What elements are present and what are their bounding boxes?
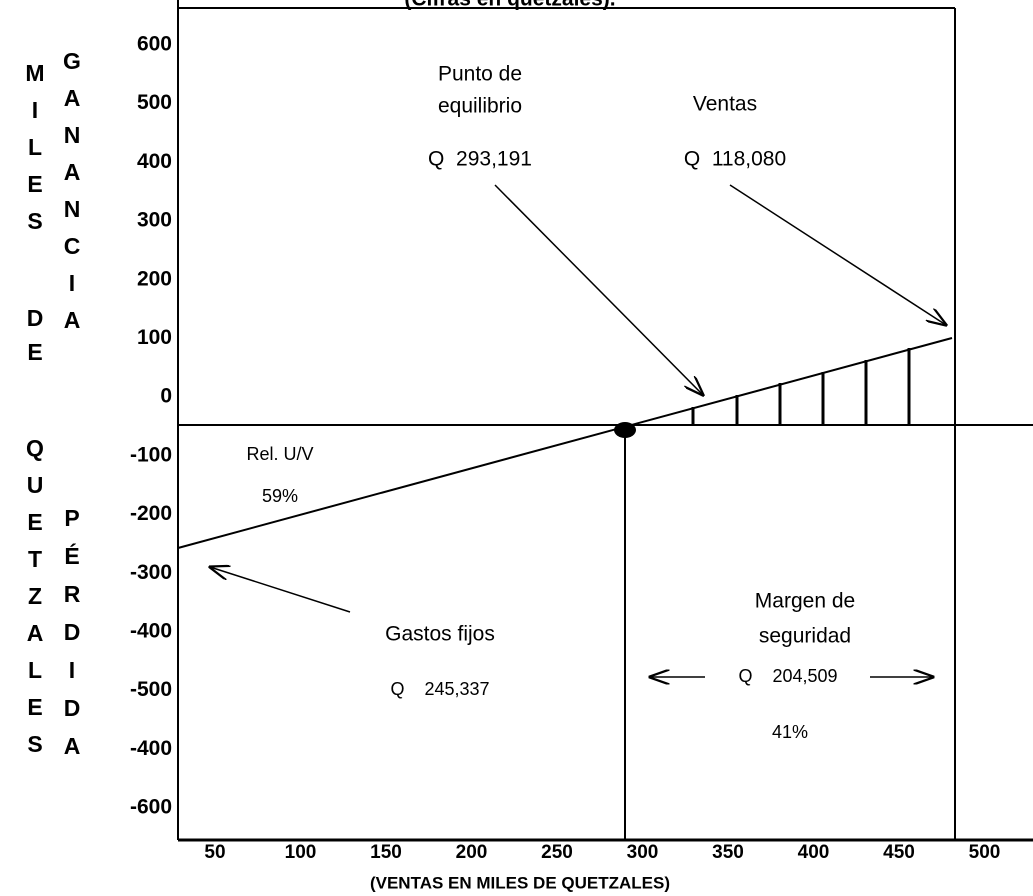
annotation: Margen de [755,590,855,613]
profit-hatch [691,348,911,425]
y-axis-label: DE [22,305,48,373]
x-tick-label: 200 [456,842,488,863]
y-axis-label: MILES [22,60,48,245]
y-tick-label: -400 [130,620,172,643]
loss-label: PÉRDIDA [59,505,85,771]
y-tick-label: -300 [130,561,172,584]
annotation: Q 204,509 [738,666,837,686]
annotation: Q 245,337 [390,679,489,699]
y-tick-label: -100 [130,443,172,466]
annotation: Ventas [693,93,757,116]
x-tick-label: 400 [798,842,830,863]
annotation: 41% [772,722,808,742]
x-tick-label: 50 [204,842,225,863]
y-tick-label: -500 [130,678,172,701]
x-tick-label: 100 [285,842,317,863]
break-even-point [614,422,636,438]
y-tick-label: -600 [130,796,172,819]
x-axis-title: (VENTAS EN MILES DE QUETZALES) [370,873,670,892]
arrows [210,184,946,677]
x-tick-label: 150 [370,842,402,863]
annotation: seguridad [759,625,851,648]
y-tick-label: 100 [137,326,172,349]
x-tick-label: 350 [712,842,744,863]
y-axis-label: QUETZALES [22,435,48,768]
y-tick-label: 0 [160,385,172,408]
chart-title: (Cifras en quetzales). [404,0,615,11]
frame [177,0,1033,842]
x-tick-label: 500 [969,842,1001,863]
annotation: Q 118,080 [684,148,786,171]
y-tick-label: 600 [137,33,172,56]
annotation: 59% [262,486,298,506]
y-tick-label: -200 [130,502,172,525]
annotation: Q 293,191 [428,148,532,171]
x-tick-label: 450 [883,842,915,863]
y-tick-label: 400 [137,150,172,173]
x-tick-label: 250 [541,842,573,863]
annotation: Gastos fijos [385,623,495,646]
y-tick-label: -400 [130,737,172,760]
gain-label: GANANCIA [59,48,85,344]
annotation: Punto de [438,63,522,86]
y-tick-label: 300 [137,209,172,232]
annotation: Rel. U/V [246,444,313,464]
y-tick-label: 200 [137,267,172,290]
y-tick-label: 500 [137,91,172,114]
x-tick-label: 300 [627,842,659,863]
annotation: equilibrio [438,95,522,118]
